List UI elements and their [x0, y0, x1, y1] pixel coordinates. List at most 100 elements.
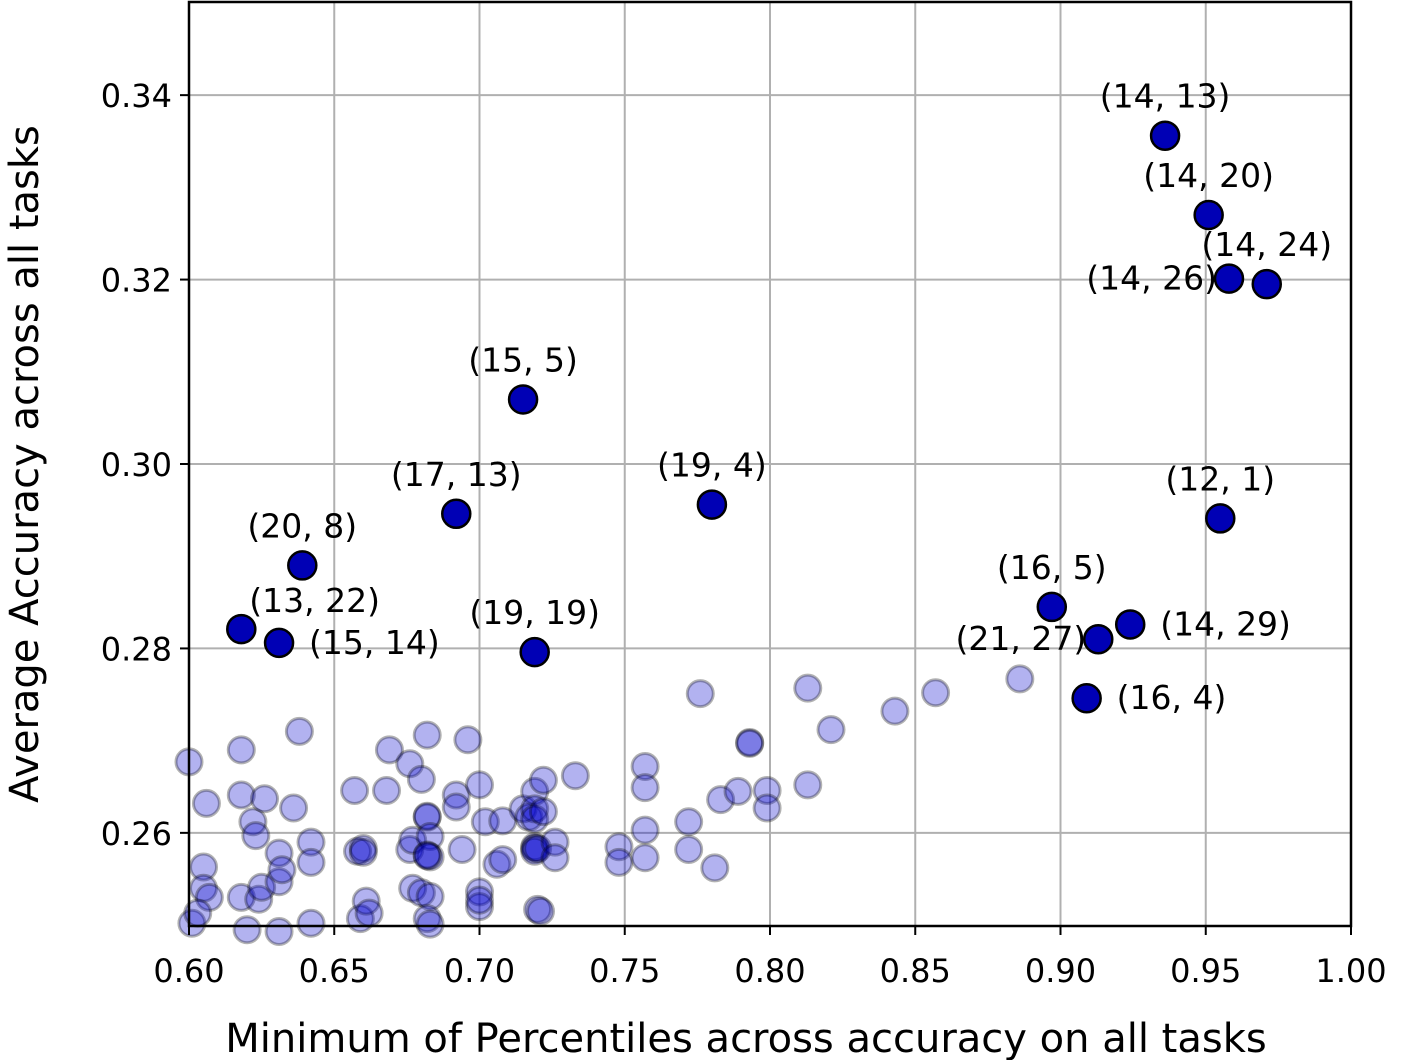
background-point — [412, 840, 442, 870]
highlighted-point — [441, 498, 472, 530]
highlighted-point — [1149, 120, 1181, 151]
x-axis-label: Minimum of Percentiles across accuracy o… — [225, 1016, 1266, 1060]
point-annotation: (16, 5) — [997, 548, 1107, 587]
background-point — [226, 882, 256, 912]
background-point — [296, 827, 326, 857]
highlighted-point — [1205, 503, 1236, 534]
background-point — [735, 727, 765, 757]
background-point — [793, 770, 823, 800]
background-point — [560, 761, 590, 791]
background-point — [226, 735, 256, 765]
highlighted-point — [1213, 263, 1245, 294]
background-point — [398, 825, 428, 855]
background-point — [264, 917, 294, 947]
point-annotation: (14, 20) — [1143, 156, 1274, 195]
background-point — [191, 788, 221, 818]
background-point — [342, 836, 372, 866]
highlighted-point — [1193, 199, 1224, 231]
highlighted-point — [1083, 623, 1114, 655]
point-annotation: (20, 8) — [247, 506, 357, 545]
background-point — [604, 847, 634, 877]
point-annotation: (13, 22) — [249, 581, 380, 620]
background-point — [520, 776, 550, 806]
background-point — [816, 715, 846, 745]
background-point — [488, 806, 518, 836]
background-point — [520, 832, 550, 862]
y-tick-label: 0.26 — [101, 815, 172, 853]
background-point — [441, 780, 471, 810]
background-point — [415, 881, 445, 911]
y-tick-label: 0.34 — [101, 77, 172, 115]
background-point — [238, 807, 268, 837]
background-point — [398, 873, 428, 903]
background-point — [406, 764, 436, 794]
background-point — [351, 886, 381, 916]
background-point — [395, 749, 425, 779]
axis-ticks: 0.60 0.65 0.70 0.75 0.80 0.85 0.90 0.95 1.00 0.26… — [101, 77, 1387, 990]
background-point — [354, 898, 384, 928]
background-point — [241, 821, 271, 851]
point-annotation: (14, 24) — [1201, 225, 1332, 264]
point-annotation: (19, 4) — [657, 446, 767, 485]
background-point — [752, 775, 782, 805]
highlighted-point — [1251, 268, 1283, 300]
background-point — [752, 793, 782, 823]
x-tick-label: 0.75 — [589, 952, 660, 990]
background-point — [232, 915, 262, 945]
background-point — [488, 845, 518, 875]
background-point — [735, 728, 765, 758]
point-annotation: (14, 13) — [1100, 77, 1231, 116]
background-point — [267, 855, 297, 885]
background-point — [523, 834, 553, 864]
background-point — [508, 794, 538, 824]
background-point — [793, 673, 823, 703]
point-annotation: (14, 26) — [1086, 259, 1217, 298]
background-point — [723, 776, 753, 806]
background-point — [465, 892, 494, 922]
highlighted-point — [519, 636, 550, 668]
background-point — [880, 696, 910, 726]
x-tick-label: 0.70 — [444, 952, 515, 990]
background-point — [279, 793, 309, 823]
background-point — [630, 751, 660, 781]
point-annotation: (16, 4) — [1117, 678, 1227, 717]
background-point — [528, 797, 558, 827]
background-point — [415, 909, 445, 939]
background-point — [520, 836, 550, 866]
point-annotation: (17, 13) — [391, 455, 522, 494]
background-point — [685, 679, 715, 709]
background-point — [482, 849, 512, 879]
background-point — [284, 716, 314, 746]
background-point — [374, 735, 404, 765]
point-annotation: (15, 5) — [468, 340, 578, 379]
highlighted-point — [507, 384, 539, 415]
background-point — [348, 834, 378, 864]
background-point — [177, 908, 207, 938]
background-point — [526, 896, 556, 926]
highlighted-points — [226, 120, 1283, 714]
background-point — [520, 804, 550, 834]
background-point — [706, 785, 736, 815]
point-annotation: (19, 19) — [469, 593, 600, 632]
background-point — [540, 827, 570, 857]
background-point — [412, 801, 442, 831]
background-point — [523, 894, 553, 924]
background-point — [453, 725, 483, 755]
highlighted-point — [226, 613, 257, 645]
background-point — [412, 841, 442, 871]
background-point — [1005, 664, 1035, 694]
background-point — [415, 842, 445, 872]
background-point — [395, 834, 425, 864]
background-point — [264, 867, 294, 897]
highlighted-point — [1071, 682, 1102, 714]
highlighted-point — [263, 627, 295, 659]
background-point — [189, 873, 219, 903]
highlighted-point — [1036, 591, 1068, 623]
background-point — [264, 838, 294, 868]
background-point — [465, 877, 494, 907]
y-tick-label: 0.30 — [101, 446, 172, 484]
background-point — [520, 834, 550, 864]
background-point — [520, 794, 550, 824]
highlighted-point — [287, 550, 318, 581]
